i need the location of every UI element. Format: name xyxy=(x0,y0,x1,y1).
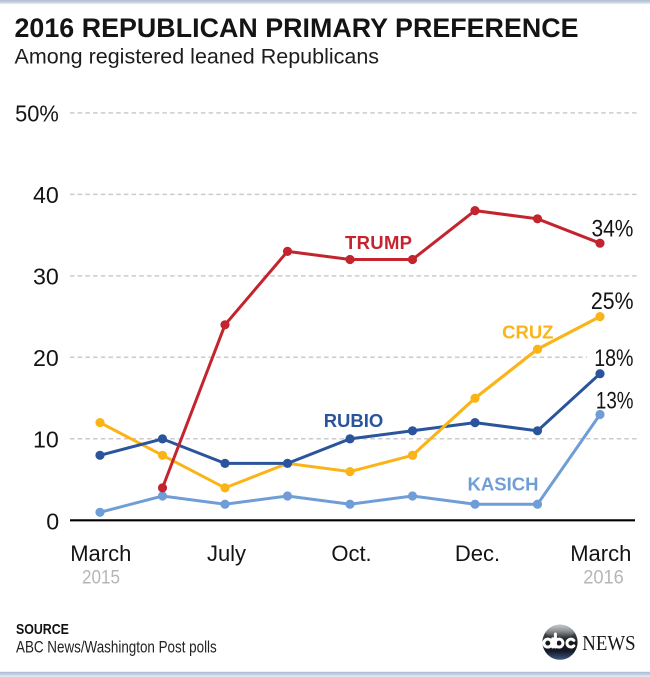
svg-text:CRUZ: CRUZ xyxy=(502,321,553,342)
svg-text:SOURCE: SOURCE xyxy=(16,621,69,637)
svg-text:40: 40 xyxy=(33,182,59,208)
svg-text:10: 10 xyxy=(33,427,59,453)
svg-text:KASICH: KASICH xyxy=(468,473,539,494)
svg-text:30: 30 xyxy=(33,264,59,290)
svg-text:34%: 34% xyxy=(592,215,634,242)
svg-text:March: March xyxy=(70,541,131,566)
svg-text:2015: 2015 xyxy=(82,566,120,587)
svg-text:ABC News/Washington Post polls: ABC News/Washington Post polls xyxy=(16,638,217,657)
svg-text:Oct.: Oct. xyxy=(331,541,371,566)
svg-text:0: 0 xyxy=(46,508,59,534)
svg-text:25%: 25% xyxy=(591,287,634,315)
svg-text:2016: 2016 xyxy=(583,566,624,587)
svg-text:50%: 50% xyxy=(15,101,59,127)
svg-text:TRUMP: TRUMP xyxy=(345,232,412,253)
svg-text:July: July xyxy=(207,541,246,566)
svg-text:Among registered leaned Republ: Among registered leaned Republicans xyxy=(15,45,380,69)
svg-text:18%: 18% xyxy=(594,344,633,371)
svg-text:NEWS: NEWS xyxy=(582,632,635,655)
svg-text:RUBIO: RUBIO xyxy=(324,410,384,431)
svg-text:2016 REPUBLICAN PRIMARY PREFER: 2016 REPUBLICAN PRIMARY PREFERENCE xyxy=(15,13,579,43)
svg-text:20: 20 xyxy=(33,345,59,371)
svg-text:13%: 13% xyxy=(596,386,634,414)
svg-text:March: March xyxy=(570,541,631,566)
svg-text:Dec.: Dec. xyxy=(455,541,500,566)
